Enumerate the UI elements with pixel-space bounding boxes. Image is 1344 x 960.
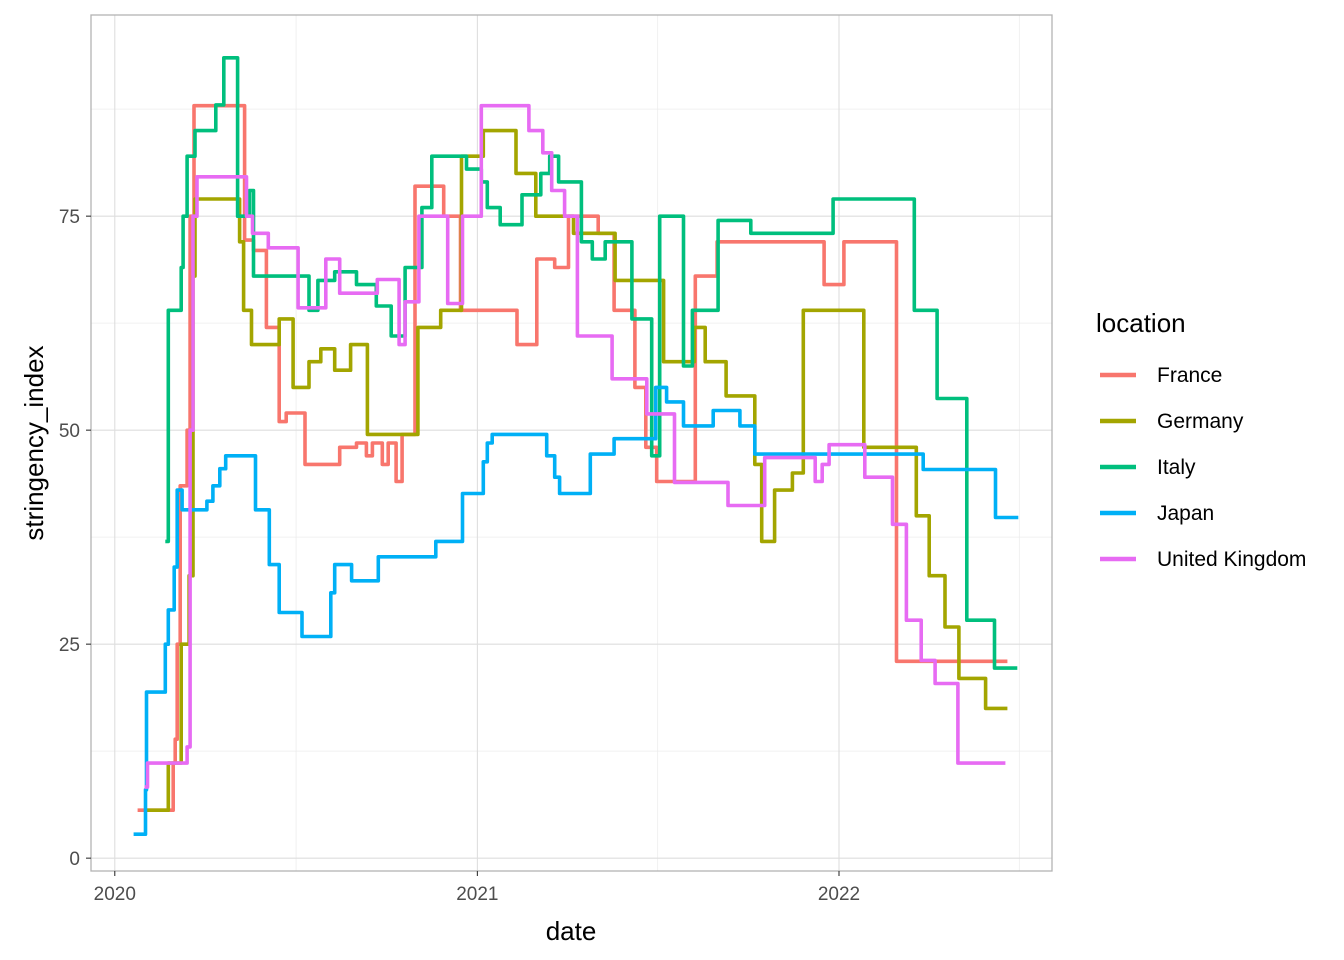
legend-label-japan: Japan (1157, 502, 1214, 525)
series-line-germany (145, 128, 1008, 812)
legend-title: location (1096, 308, 1186, 338)
legend-label-germany: Germany (1157, 410, 1244, 433)
legend-label-italy: Italy (1157, 456, 1196, 479)
plot-border (90, 14, 1053, 872)
x-tick-label: 2021 (456, 884, 498, 905)
legend-label-france: France (1157, 364, 1222, 387)
y-axis-title: stringency_index (19, 345, 49, 540)
plot-background (91, 15, 1052, 871)
y-tick-label: 25 (59, 635, 80, 656)
x-tick-label: 2020 (94, 884, 136, 905)
y-tick-label: 50 (59, 421, 80, 442)
legend: location France Germany Italy Japan United K… (1096, 308, 1306, 571)
axis-tick-labels: 0 25 50 75 2020 2021 2022 (59, 207, 860, 905)
legend-label-united-kingdom: United Kingdom (1157, 548, 1306, 571)
series-line-italy (165, 56, 1018, 670)
y-tick-label: 75 (59, 207, 80, 228)
series-line-united-kingdom (144, 103, 1006, 789)
series-lines (133, 56, 1019, 836)
x-axis-title: date (546, 916, 597, 946)
series-line-japan (133, 385, 1019, 836)
y-tick-label: 0 (69, 849, 80, 870)
x-tick-label: 2022 (818, 884, 860, 905)
legend-items: France Germany Italy Japan United Kingdom (1100, 364, 1306, 571)
